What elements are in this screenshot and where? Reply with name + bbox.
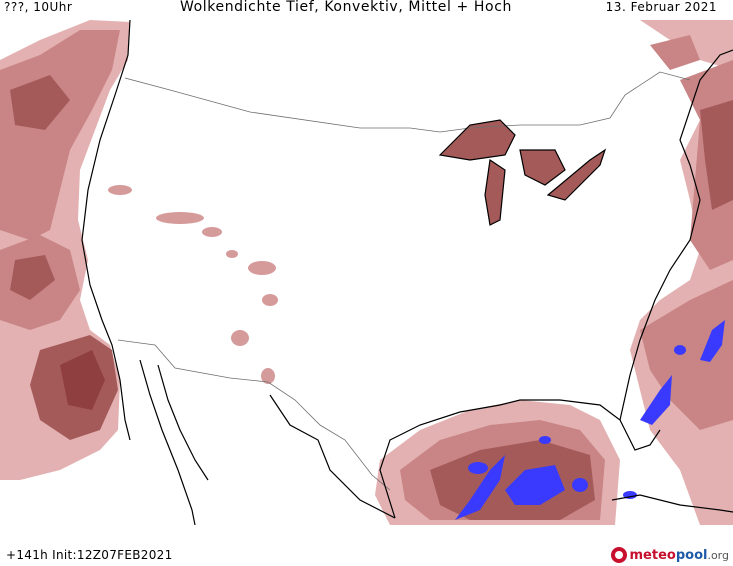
map-footer: +141h Init:12Z07FEB2021 meteo pool .org	[0, 528, 733, 566]
convective-cells	[455, 320, 725, 520]
great-lakes-cloud	[440, 120, 605, 225]
pacific-cloud-field	[0, 20, 130, 480]
map-title: Wolkendichte Tief, Konvektiv, Mittel + H…	[180, 0, 512, 15]
run-info-label: +141h Init:12Z07FEB2021	[6, 548, 173, 562]
country-borders	[117, 71, 691, 491]
meteopool-logo[interactable]: meteo pool .org	[610, 546, 729, 564]
logo-icon	[610, 547, 627, 563]
valid-date-label: 13. Februar 2021	[605, 0, 717, 14]
cloud-density-map	[0, 18, 733, 525]
logo-text-pool: pool	[675, 547, 708, 563]
logo-text-org: .org	[707, 548, 729, 562]
great-lakes-outline	[438, 119, 607, 226]
valid-time-label: ???, 10Uhr	[4, 0, 73, 14]
map-header: ???, 10Uhr Wolkendichte Tief, Konvektiv,…	[0, 0, 733, 20]
map-background	[0, 18, 733, 525]
coastlines	[81, 19, 733, 525]
interior-cloud-patches	[108, 185, 278, 384]
logo-text-meteo: meteo	[629, 547, 676, 563]
